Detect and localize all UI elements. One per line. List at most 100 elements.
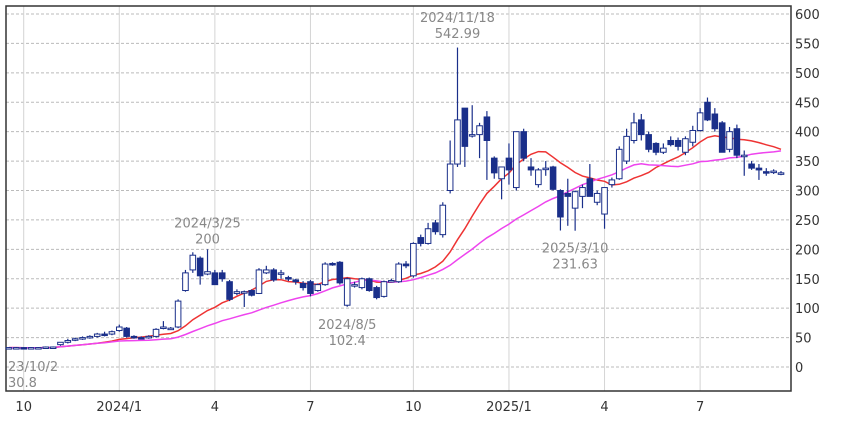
candle-up [160,326,167,329]
candle-down [218,272,226,280]
annotation-value: 231.63 [552,258,598,273]
candle-up [439,204,447,236]
candle-up [204,271,211,275]
candle-down [718,122,726,153]
candle-up [630,122,638,141]
x-tick-label: 4 [600,400,608,415]
candle-down [211,272,219,286]
candle-up [152,328,160,337]
candle-down [733,128,741,156]
candle-down [292,279,300,283]
candle-up [726,131,733,150]
candle-up [35,347,42,350]
candle-up [601,187,608,215]
candle-down [299,282,307,289]
y-tick-label: 550 [795,37,820,52]
candle-down [20,347,28,350]
candle-down [638,119,645,136]
candle-up [49,346,57,349]
candle-down [520,131,527,159]
y-tick-label: 250 [795,214,820,229]
annotation-date: 2024/3/25 [174,216,241,231]
candle-down [564,192,572,197]
candle-up [57,341,64,346]
candle-up [13,347,20,350]
candle-up [498,166,505,180]
candle-down [645,134,652,150]
candle-up [476,125,483,136]
candle-down [652,142,660,153]
y-tick-label: 600 [795,8,820,23]
candle-down [248,290,255,296]
candle-down [711,113,719,130]
candle-up [314,284,322,292]
x-tick-label: 10 [15,400,32,415]
candle-up [380,281,388,297]
candle-down [123,327,130,337]
candle-down [461,107,469,147]
candle-up [410,242,417,277]
candle-up [93,333,101,337]
candle-up [513,131,520,189]
candle-up [615,148,623,180]
y-tick-label: 300 [795,185,820,200]
candle-down [490,157,498,174]
y-tick-label: 450 [795,96,820,111]
candle-down [667,139,675,146]
y-tick-label: 350 [795,155,820,170]
candle-up [277,272,285,275]
annotation-date: 23/10/2 [8,360,58,375]
plot-frame [5,5,792,392]
candle-up [233,291,241,294]
annotation-value: 542.99 [435,27,481,42]
candle-down [527,166,535,171]
annotation-value: 30.8 [8,376,37,391]
candle-up [542,167,550,171]
candle-up [770,170,777,174]
candle-up [623,135,630,162]
candle-down [432,222,439,233]
annotation-date: 2024/8/5 [318,318,376,333]
candle-down [226,281,233,300]
candle-up [358,278,366,289]
candle-up [740,154,748,158]
candle-up [189,254,197,271]
candle-up [5,347,13,350]
candle-up [446,163,454,191]
moving-average-line [9,135,782,349]
candle-up [660,147,667,153]
candle-down [365,278,373,292]
annotation-value: 200 [195,232,220,247]
candle-up [86,335,94,339]
candle-up [64,340,72,343]
candle-up [608,179,616,186]
candle-down [336,261,344,284]
annotation-date: 2025/3/10 [542,242,609,257]
candle-up [468,134,476,137]
candle-down [557,190,564,218]
candle-down [417,237,425,244]
y-tick-label: 200 [795,243,820,258]
candle-down [586,178,594,197]
candle-down [196,257,204,277]
candle-down [373,287,380,299]
candle-down [755,167,763,171]
candle-up [696,112,704,131]
candle-up [351,284,358,287]
candle-up [263,269,270,274]
candle-up [424,228,432,244]
candle-up [255,269,263,294]
candle-up [182,272,189,292]
candle-down [762,171,770,174]
candle-up [343,278,351,306]
candle-up [240,291,248,294]
annotation-date: 2024/11/18 [420,11,495,26]
candle-up [71,338,79,341]
x-tick-label: 2024/1 [96,400,142,415]
y-tick-label: 500 [795,67,820,82]
x-tick-label: 10 [405,400,422,415]
candle-up [145,335,152,339]
candle-down [270,269,277,281]
